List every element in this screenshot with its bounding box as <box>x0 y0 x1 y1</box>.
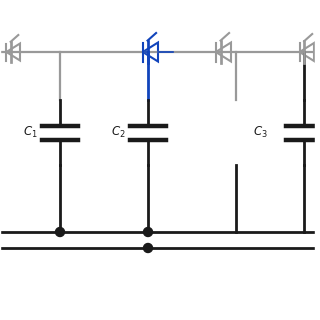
Text: $B$: $B$ <box>5 10 14 22</box>
Circle shape <box>143 228 153 236</box>
Bar <box>0 0 320 20</box>
Bar <box>315 0 320 320</box>
Text: $S$: $S$ <box>305 10 313 22</box>
Text: $S_{B4}$: $S_{B4}$ <box>217 8 236 22</box>
Text: $C_3$: $C_3$ <box>252 125 268 140</box>
Text: $C_1$: $C_1$ <box>23 125 37 140</box>
Text: $S_{T3}$: $S_{T3}$ <box>144 8 162 22</box>
Circle shape <box>55 228 65 236</box>
Circle shape <box>143 244 153 252</box>
Bar <box>0 258 320 320</box>
Text: $C_2$: $C_2$ <box>111 125 125 140</box>
